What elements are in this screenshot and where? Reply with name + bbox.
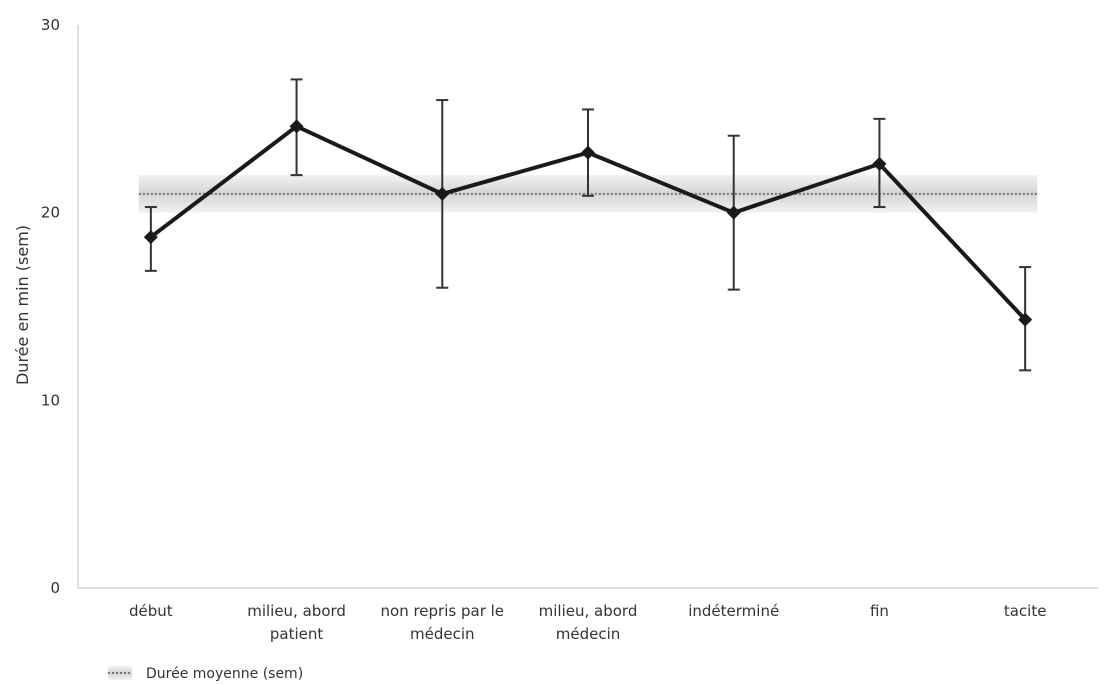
data-point-marker: [1018, 312, 1033, 327]
data-point-marker: [581, 145, 595, 160]
x-category-label: tacite: [1004, 602, 1047, 620]
data-point-marker: [872, 156, 887, 171]
x-category-label: non repris par le médecin: [381, 602, 505, 643]
axes: [77, 25, 1098, 589]
legend-label: Durée moyenne (sem): [146, 666, 303, 682]
x-category-labels: début milieu, abord patient non repris par …: [129, 602, 1046, 643]
x-category-label: milieu, abord médecin: [539, 602, 638, 643]
y-tick-label: 0: [50, 579, 60, 597]
legend: Durée moyenne (sem): [108, 666, 303, 682]
x-category-label: indéterminé: [688, 602, 779, 620]
data-point-marker: [289, 119, 304, 134]
y-tick-label: 20: [41, 204, 60, 222]
y-tick-label: 10: [41, 391, 60, 409]
data-point-marker: [143, 230, 158, 245]
x-category-label: milieu, abord patient: [247, 602, 346, 643]
y-tick-labels: 0 10 20 30: [41, 16, 60, 597]
y-tick-label: 30: [41, 16, 60, 34]
data-point-marker: [726, 205, 741, 220]
x-category-label: début: [129, 602, 173, 620]
x-category-label: fin: [870, 602, 889, 620]
error-bars: [144, 78, 1032, 372]
data-point-marker: [435, 186, 450, 201]
y-axis-label: Durée en min (sem): [13, 225, 32, 385]
data-markers: [143, 119, 1033, 327]
